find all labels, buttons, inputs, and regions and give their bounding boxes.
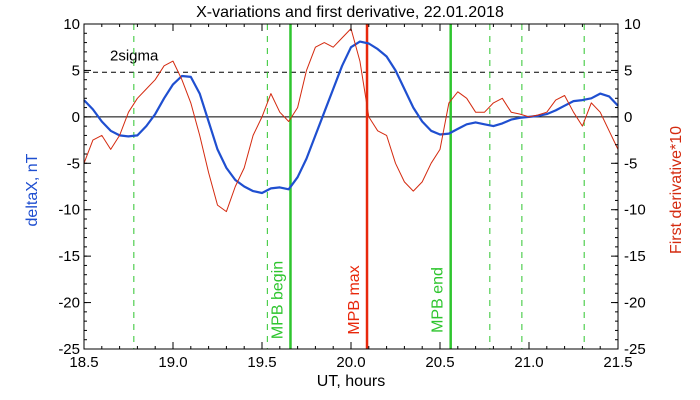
plot-area: 2sigma MPB begin MPB max MPB end: [83, 24, 619, 349]
y-tick-label-left-2: 0: [72, 109, 80, 126]
y-tick-label-left-4: -10: [58, 202, 80, 219]
marker-label-3: MPB max: [346, 265, 363, 334]
x-tick-label-3: 20.0: [336, 354, 365, 371]
threshold-label: 2sigma: [110, 47, 159, 64]
y-tick-label-right-4: -10: [624, 202, 646, 219]
axes: 18.5 19.0 19.5 20.0 20.5 21.0 21.5 10 10 5 5 0 0 -5 -5…: [58, 16, 645, 371]
y-tick-label-right-2: 0: [624, 109, 632, 126]
y-axis-label-left: deltaX, nT: [24, 153, 41, 226]
y-tick-label-right-6: -20: [624, 295, 646, 312]
y-tick-label-left-1: 5: [72, 62, 80, 79]
chart-title: X-variations and first derivative, 22.01…: [196, 4, 504, 21]
y-tick-label-left-6: -20: [58, 295, 80, 312]
y-axis-label-right: First derivative*10: [668, 126, 685, 254]
y-tick-label-left-0: 10: [63, 16, 80, 33]
marker-label-4: MPB end: [430, 267, 447, 333]
x-tick-label-5: 21.0: [514, 354, 543, 371]
y-tick-label-right-5: -15: [624, 248, 646, 265]
x-axis-label: UT, hours: [317, 373, 385, 390]
y-tick-label-left-5: -15: [58, 248, 80, 265]
x-tick-label-6: 21.5: [603, 354, 632, 371]
y-tick-label-right-3: -5: [624, 155, 637, 172]
y-tick-label-right-0: 10: [624, 16, 641, 33]
series-line-1: [83, 28, 619, 213]
x-tick-label-0: 18.5: [69, 354, 98, 371]
x-tick-label-2: 19.5: [247, 354, 276, 371]
y-tick-label-right-7: -25: [624, 341, 646, 358]
y-tick-label-left-7: -25: [58, 341, 80, 358]
y-tick-label-left-3: -5: [67, 155, 80, 172]
x-tick-label-1: 19.0: [158, 354, 187, 371]
marker-label-2: MPB begin: [269, 261, 286, 339]
x-tick-label-4: 20.5: [425, 354, 454, 371]
y-tick-label-right-1: 5: [624, 62, 632, 79]
